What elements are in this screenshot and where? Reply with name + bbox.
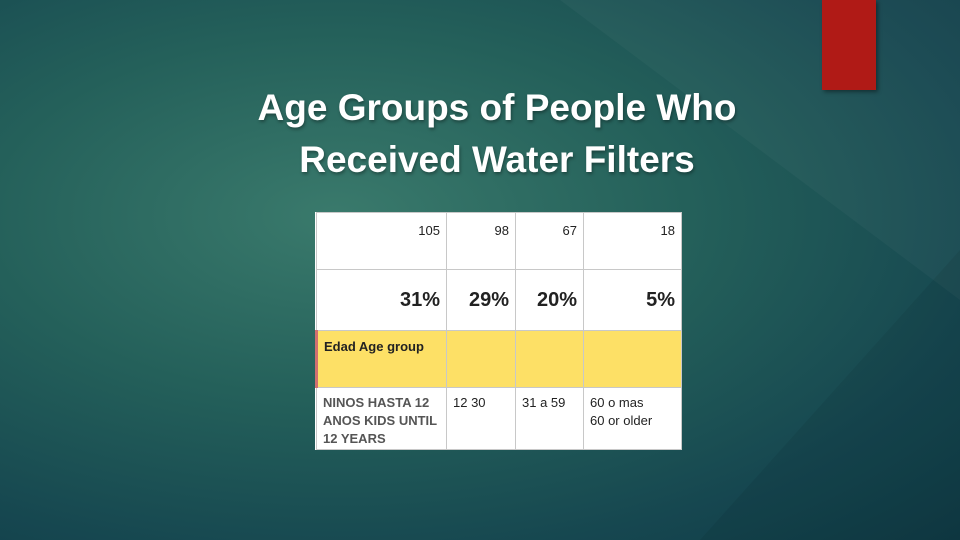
- table-cell: 105: [316, 212, 447, 270]
- table-cell: [446, 330, 516, 388]
- table-cell: [583, 330, 682, 388]
- table-cell: 29%: [446, 269, 516, 331]
- table-cell: 31 a 59: [515, 387, 584, 450]
- table-cell: [515, 330, 584, 388]
- table-cell: 12 30: [446, 387, 516, 450]
- table-cell: NINOS HASTA 12 ANOS KIDS UNTIL 12 YEARS: [316, 387, 447, 450]
- table-cell: 20%: [515, 269, 584, 331]
- data-table: 105 98 67 18 31% 29% 20% 5% Edad Age group NINOS …: [315, 212, 682, 450]
- table-row: 31% 29% 20% 5%: [316, 269, 682, 331]
- table-cell: 5%: [583, 269, 682, 331]
- table-cell: 31%: [316, 269, 447, 331]
- table-row: Edad Age group: [315, 330, 682, 388]
- table-row: NINOS HASTA 12 ANOS KIDS UNTIL 12 YEARS 1…: [316, 387, 682, 450]
- accent-bar: [822, 0, 876, 90]
- table-cell: 98: [446, 212, 516, 270]
- table-cell: 67: [515, 212, 584, 270]
- table-row: 105 98 67 18: [316, 212, 682, 270]
- table-cell: Edad Age group: [315, 330, 447, 388]
- decor-shape: [700, 250, 960, 540]
- table-cell: 60 o mas 60 or older: [583, 387, 682, 450]
- table-cell: 18: [583, 212, 682, 270]
- slide-title: Age Groups of People Who Received Water …: [257, 87, 737, 180]
